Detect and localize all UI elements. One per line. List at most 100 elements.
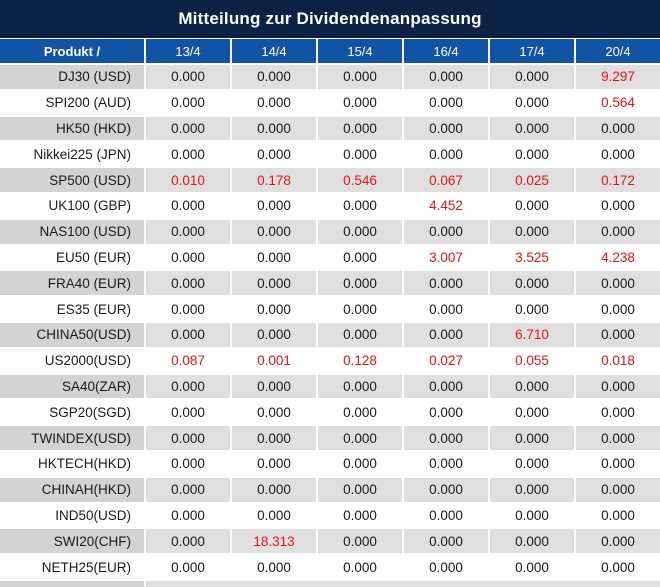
column-header-date: 15/4 bbox=[318, 39, 404, 63]
value-cell: 0.000 bbox=[318, 451, 404, 476]
value-cell: 0.000 bbox=[146, 90, 232, 115]
value-cell: 0.000 bbox=[318, 142, 404, 167]
product-cell: Nikkei225 (JPN) bbox=[0, 142, 146, 167]
column-header-date: 17/4 bbox=[490, 39, 576, 63]
value-cell: 4.238 bbox=[576, 245, 660, 270]
column-header-date: 13/4 bbox=[146, 39, 232, 63]
value-cell: 3.525 bbox=[490, 245, 576, 270]
table-row: CHINAH(HKD) 0.000 0.000 0.000 0.000 0.000 0.00… bbox=[0, 477, 660, 504]
value-cell: 0.128 bbox=[318, 348, 404, 373]
product-cell: NAS100 (USD) bbox=[0, 219, 146, 244]
value-cell: 0.000 bbox=[404, 426, 490, 450]
partial-next-row bbox=[0, 580, 660, 587]
value-cell: 0.000 bbox=[576, 116, 660, 141]
value-cell: 0.000 bbox=[404, 555, 490, 579]
value-cell: 0.000 bbox=[576, 400, 660, 425]
value-cell: 0.000 bbox=[232, 503, 318, 528]
table-row: SPI200 (AUD) 0.000 0.000 0.000 0.000 0.000 0.5… bbox=[0, 90, 660, 117]
value-cell: 0.000 bbox=[404, 400, 490, 425]
table-row: CHINA50(USD) 0.000 0.000 0.000 0.000 6.710 0.0… bbox=[0, 322, 660, 349]
value-cell: 4.452 bbox=[404, 193, 490, 218]
table-row: SGP20(SGD) 0.000 0.000 0.000 0.000 0.000 0.000 bbox=[0, 400, 660, 427]
value-cell: 0.027 bbox=[404, 348, 490, 373]
value-cell: 0.172 bbox=[576, 168, 660, 192]
value-cell: 0.000 bbox=[318, 529, 404, 554]
value-cell: 0.000 bbox=[490, 65, 576, 89]
value-cell: 0.000 bbox=[318, 400, 404, 425]
value-cell: 0.000 bbox=[232, 116, 318, 141]
value-cell: 0.000 bbox=[490, 271, 576, 296]
value-cell: 0.000 bbox=[232, 90, 318, 115]
value-cell: 0.000 bbox=[146, 529, 232, 554]
table-row: NETH25(EUR) 0.000 0.000 0.000 0.000 0.000 0.00… bbox=[0, 555, 660, 581]
value-cell: 0.067 bbox=[404, 168, 490, 192]
value-cell: 0.025 bbox=[490, 168, 576, 192]
value-cell: 0.000 bbox=[232, 297, 318, 321]
value-cell: 0.000 bbox=[490, 400, 576, 425]
value-cell: 0.000 bbox=[576, 529, 660, 554]
value-cell: 0.087 bbox=[146, 348, 232, 373]
value-cell: 0.000 bbox=[146, 271, 232, 296]
product-cell: SGP20(SGD) bbox=[0, 400, 146, 425]
value-cell: 0.000 bbox=[318, 116, 404, 141]
value-cell: 0.000 bbox=[490, 451, 576, 476]
value-cell: 0.000 bbox=[232, 426, 318, 450]
value-cell: 0.000 bbox=[232, 477, 318, 502]
value-cell: 0.000 bbox=[490, 142, 576, 167]
table-row: IND50(USD) 0.000 0.000 0.000 0.000 0.000 0.000 bbox=[0, 503, 660, 530]
product-cell: NETH25(EUR) bbox=[0, 555, 146, 579]
value-cell: 0.000 bbox=[146, 555, 232, 579]
value-cell: 0.564 bbox=[576, 90, 660, 115]
value-cell: 0.000 bbox=[576, 193, 660, 218]
value-cell: 0.000 bbox=[232, 65, 318, 89]
product-cell: SPI200 (AUD) bbox=[0, 90, 146, 115]
value-cell: 0.000 bbox=[232, 400, 318, 425]
value-cell: 0.000 bbox=[490, 477, 576, 502]
value-cell: 0.000 bbox=[404, 322, 490, 347]
table-row: ES35 (EUR) 0.000 0.000 0.000 0.000 0.000 0.000 bbox=[0, 297, 660, 323]
title-bar: Mitteilung zur Dividendenanpassung bbox=[0, 0, 660, 39]
table-row: HKTECH(HKD) 0.000 0.000 0.000 0.000 0.000 0.00… bbox=[0, 451, 660, 478]
product-cell: CHINA50(USD) bbox=[0, 322, 146, 347]
value-cell: 0.000 bbox=[318, 65, 404, 89]
table-row: SP500 (USD) 0.010 0.178 0.546 0.067 0.025 0.17… bbox=[0, 168, 660, 194]
value-cell: 0.000 bbox=[318, 477, 404, 502]
value-cell: 0.000 bbox=[404, 451, 490, 476]
value-cell: 0.000 bbox=[318, 219, 404, 244]
table-row: DJ30 (USD) 0.000 0.000 0.000 0.000 0.000 9.297 bbox=[0, 65, 660, 91]
product-cell: EU50 (EUR) bbox=[0, 245, 146, 270]
value-cell: 0.000 bbox=[232, 219, 318, 244]
column-header-date: 16/4 bbox=[404, 39, 490, 63]
value-cell: 0.000 bbox=[404, 297, 490, 321]
value-cell: 0.010 bbox=[146, 168, 232, 192]
partial-value-cells bbox=[146, 580, 660, 587]
value-cell: 0.000 bbox=[404, 116, 490, 141]
value-cell: 0.000 bbox=[318, 90, 404, 115]
product-cell: DJ30 (USD) bbox=[0, 65, 146, 89]
value-cell: 3.007 bbox=[404, 245, 490, 270]
value-cell: 0.000 bbox=[404, 503, 490, 528]
value-cell: 0.000 bbox=[146, 116, 232, 141]
table-row: SWI20(CHF) 0.000 18.313 0.000 0.000 0.000 0.00… bbox=[0, 529, 660, 556]
value-cell: 0.000 bbox=[146, 426, 232, 450]
value-cell: 0.000 bbox=[232, 451, 318, 476]
value-cell: 0.000 bbox=[318, 374, 404, 399]
value-cell: 0.000 bbox=[146, 297, 232, 321]
value-cell: 0.000 bbox=[318, 503, 404, 528]
value-cell: 0.000 bbox=[404, 142, 490, 167]
value-cell: 0.546 bbox=[318, 168, 404, 192]
value-cell: 0.000 bbox=[318, 245, 404, 270]
value-cell: 0.000 bbox=[490, 116, 576, 141]
value-cell: 0.000 bbox=[146, 219, 232, 244]
value-cell: 0.000 bbox=[404, 65, 490, 89]
product-cell: HK50 (HKD) bbox=[0, 116, 146, 141]
value-cell: 0.000 bbox=[490, 503, 576, 528]
value-cell: 6.710 bbox=[490, 322, 576, 347]
value-cell: 0.000 bbox=[404, 271, 490, 296]
product-cell: SP500 (USD) bbox=[0, 168, 146, 192]
value-cell: 0.000 bbox=[404, 90, 490, 115]
product-cell: IND50(USD) bbox=[0, 503, 146, 528]
value-cell: 0.000 bbox=[232, 374, 318, 399]
partial-product-cell bbox=[0, 580, 146, 587]
value-cell: 0.000 bbox=[576, 555, 660, 579]
